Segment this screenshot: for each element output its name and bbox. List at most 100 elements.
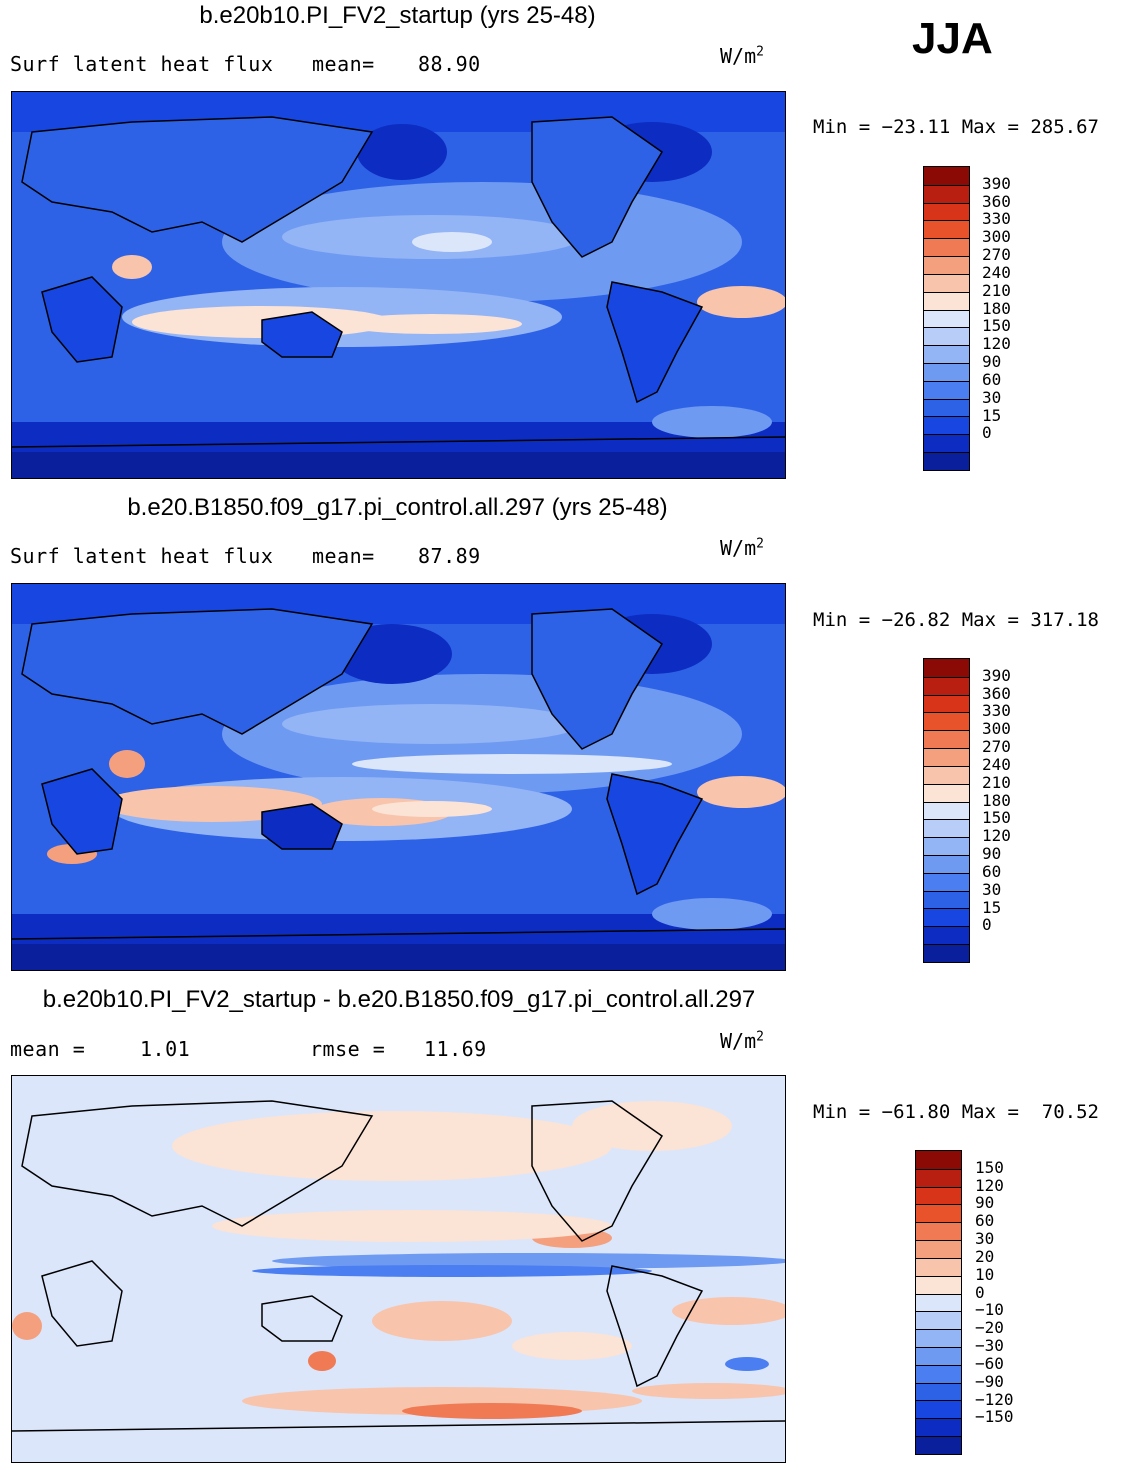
panel-1-mean-value: 88.90 [418, 52, 481, 76]
panel-3-colorbar-tick-label: 0 [975, 1282, 985, 1302]
panel-1-colorbar-segment [924, 273, 969, 292]
panel-1-colorbar-segment [924, 184, 969, 203]
panel-2-map-svg [12, 584, 785, 970]
panel-1-map-svg [12, 92, 785, 478]
panel-2-colorbar-tick-label: 270 [982, 737, 1011, 757]
panel-1-colorbar-tick-label: 30 [982, 387, 1002, 407]
panel-2-colorbar-segment [924, 890, 969, 909]
panel-1-colorbar-tick-label: 180 [982, 298, 1011, 318]
panel-3-colorbar-segment [916, 1418, 961, 1436]
panel-3-colorbar-tick-label: −30 [975, 1336, 1004, 1356]
panel-3-colorbar-tick-label: 120 [975, 1175, 1004, 1195]
panel-2-colorbar-tick-label: 30 [982, 879, 1002, 899]
panel-2-colorbar-segment [924, 926, 969, 944]
panel-3-colorbar-segment [916, 1186, 961, 1205]
panel-2-map [11, 583, 786, 971]
panel-1-colorbar-segment [924, 434, 969, 452]
panel-3-colorbar-tick-label: 30 [975, 1229, 995, 1249]
panel-1-colorbar-tick-label: 210 [982, 280, 1011, 300]
panel-2-colorbar-segment [924, 854, 969, 873]
panel-2-colorbar-segment [924, 712, 969, 731]
panel-3-rmse-value: 11.69 [424, 1037, 487, 1061]
panel-3-colorbar-tick-label: −60 [975, 1353, 1004, 1373]
panel-1-colorbar-tick-label: 15 [982, 405, 1002, 425]
panel-3-colorbar-segment [916, 1329, 961, 1347]
panel-2-colorbar-segment [924, 730, 969, 749]
panel-1-map [11, 91, 786, 479]
panel-1-colorbar-segment [924, 362, 969, 381]
panel-1-colorbar-tick-label: 360 [982, 191, 1011, 211]
panel-1-colorbar-tick-label: 150 [982, 316, 1011, 336]
panel-2-colorbar-segment [924, 944, 969, 962]
panel-3-units: W/m2 [720, 1029, 764, 1053]
panel-3-colorbar-tick-label: 90 [975, 1193, 995, 1213]
panel-2-colorbar-segment [924, 819, 969, 838]
panel-1-colorbar-tick-label: 390 [982, 173, 1011, 193]
panel-3-colorbar-segment [916, 1204, 961, 1223]
panel-1-colorbar-ticks: 390 360 330 300 270 240 210 180 150 120 90 60 30 15 0 [982, 166, 1042, 471]
panel-2-colorbar-segment [924, 872, 969, 891]
panel-1-colorbar-tick-label: 240 [982, 262, 1011, 282]
panel-1-colorbar-tick-label: 300 [982, 227, 1011, 247]
panel-2-colorbar-tick-label: 180 [982, 790, 1011, 810]
panel-1-colorbar-segment [924, 345, 969, 363]
panel-3-colorbar-segment [916, 1346, 961, 1365]
panel-2-mean-label: mean= [312, 544, 375, 568]
panel-2-colorbar-tick-label: 240 [982, 754, 1011, 774]
panel-3-min-max: Min = −61.80 Max = 70.52 [813, 1101, 1099, 1123]
panel-2-variable-label: Surf latent heat flux [10, 544, 274, 568]
panel-3-mean-value: 1.01 [140, 1037, 191, 1061]
panel-1-colorbar-segment [924, 380, 969, 399]
panel-3-colorbar-segment [916, 1222, 961, 1241]
panel-1-variable-label: Surf latent heat flux [10, 52, 274, 76]
panel-2-colorbar-tick-label: 15 [982, 897, 1002, 917]
season-label: JJA [912, 14, 993, 63]
panel-2-colorbar-ticks: 390 360 330 300 270 240 210 180 150 120 90 60 30 15 0 [982, 658, 1042, 963]
panel-2-colorbar-segment [924, 837, 969, 855]
panel-3-rmse-label: rmse = [310, 1037, 386, 1061]
panel-2-colorbar-tick-label: 120 [982, 826, 1011, 846]
panel-3-mean-label: mean = [10, 1037, 86, 1061]
panel-2-colorbar-segment [924, 801, 969, 820]
panel-1-colorbar [923, 166, 970, 471]
panel-3-colorbar-segment [916, 1311, 961, 1330]
panel-2-min-max: Min = −26.82 Max = 317.18 [813, 609, 1099, 631]
panel-2-title: b.e20.B1850.f09_g17.pi_control.all.297 (… [127, 494, 668, 521]
panel-3-colorbar-segment [916, 1168, 961, 1187]
panel-3-colorbar-segment [916, 1436, 961, 1454]
panel-2-colorbar-tick-label: 210 [982, 772, 1011, 792]
panel-1-mean-label: mean= [312, 52, 375, 76]
panel-1-colorbar-tick-label: 60 [982, 369, 1002, 389]
panel-2-colorbar-segment [924, 659, 969, 677]
panel-3-colorbar-tick-label: 10 [975, 1264, 995, 1284]
panel-1-colorbar-segment [924, 238, 969, 257]
panel-2-mean-value: 87.89 [418, 544, 481, 568]
panel-3-colorbar-segment [916, 1275, 961, 1294]
panel-3-colorbar-tick-label: 150 [975, 1157, 1004, 1177]
panel-3-colorbar-segment [916, 1151, 961, 1169]
panel-1-title: b.e20b10.PI_FV2_startup (yrs 25-48) [199, 2, 596, 29]
panel-3-colorbar [915, 1150, 962, 1455]
panel-1-colorbar-segment [924, 416, 969, 435]
panel-3-colorbar-tick-label: −20 [975, 1318, 1004, 1338]
panel-3-colorbar-ticks: 150 120 90 60 30 20 10 0 −10 −20 −30 −60 −90 −120 −150 [975, 1150, 1035, 1455]
panel-1-colorbar-segment [924, 220, 969, 239]
panel-1-colorbar-segment [924, 452, 969, 470]
panel-2-colorbar-tick-label: 60 [982, 861, 1002, 881]
panel-3-colorbar-segment [916, 1240, 961, 1258]
panel-2-colorbar-segment [924, 908, 969, 927]
panel-3-colorbar-segment [916, 1382, 961, 1401]
panel-2-colorbar-segment [924, 676, 969, 695]
panel-3-colorbar-tick-label: −10 [975, 1300, 1004, 1320]
panel-2-colorbar [923, 658, 970, 963]
panel-2-colorbar-segment [924, 765, 969, 784]
panel-1-min-max: Min = −23.11 Max = 285.67 [813, 116, 1099, 138]
panel-3-colorbar-tick-label: 60 [975, 1211, 995, 1231]
panel-2-colorbar-segment [924, 748, 969, 766]
panel-3-colorbar-tick-label: −150 [975, 1407, 1014, 1427]
panel-3-colorbar-tick-label: −120 [975, 1389, 1014, 1409]
panel-3-colorbar-tick-label: 20 [975, 1246, 995, 1266]
panel-1-colorbar-segment [924, 398, 969, 417]
panel-1-colorbar-segment [924, 256, 969, 274]
panel-3-colorbar-tick-label: −90 [975, 1371, 1004, 1391]
